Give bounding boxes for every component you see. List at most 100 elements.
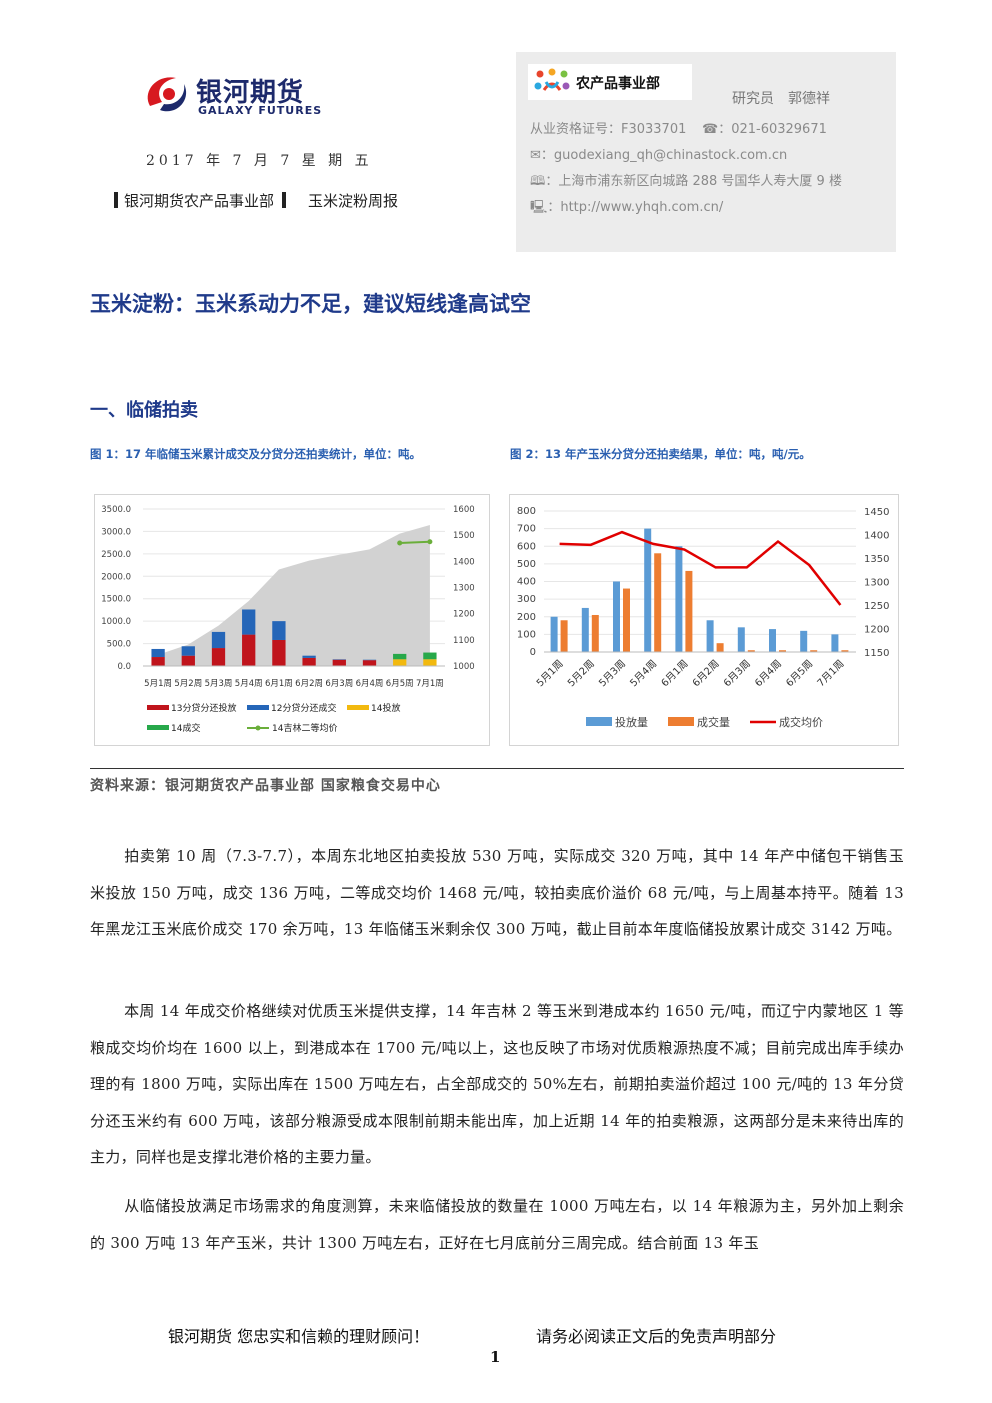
bar-put (769, 629, 776, 652)
y-right-tick-label: 1350 (864, 554, 889, 565)
figure-1-caption: 图 1：17 年临储玉米累计成交及分贷分还拍卖统计，单位：吨。 (90, 447, 422, 461)
license-number: 从业资格证号：F3033701 (530, 122, 687, 137)
bar-put (706, 620, 714, 652)
x-tick-label: 6月4周 (752, 658, 784, 690)
y-right-tick-label: 1300 (864, 578, 889, 589)
bar-deal (810, 650, 818, 652)
bar-put (800, 630, 808, 652)
source-divider (90, 768, 904, 769)
x-tick-label: 5月3周 (596, 658, 628, 690)
y-left-tick-label: 200 (517, 612, 536, 623)
y-left-tick-label: 0.0 (117, 662, 131, 672)
y-left-tick-label: 2000.0 (101, 572, 131, 582)
x-tick-label: 6月1周 (659, 658, 691, 690)
x-tick-label: 5月3周 (205, 679, 233, 689)
legend-label: 14投放 (371, 702, 400, 714)
y-right-tick-label: 1450 (864, 507, 889, 518)
bar-put (675, 546, 683, 652)
x-tick-label: 6月2周 (295, 679, 323, 689)
legend-label: 14成交 (171, 722, 200, 734)
researcher-name: 研究员 郭德祥 (732, 91, 830, 107)
line-point (427, 539, 433, 545)
report-name: 玉米淀粉周报 (308, 192, 399, 210)
y-right-tick-label: 1150 (864, 648, 889, 659)
y-left-tick-label: 500.0 (107, 640, 131, 650)
legend-marker (255, 725, 261, 731)
y-right-tick-label: 1400 (453, 557, 475, 567)
dept-name: 银河期货农产品事业部 (124, 192, 275, 210)
legend-swatch (247, 705, 269, 710)
y-left-tick-label: 700 (517, 524, 536, 535)
bar-deal (779, 650, 786, 652)
report-title: 玉米淀粉：玉米系动力不足，建议短线逢高试空 (90, 292, 531, 316)
x-tick-label: 5月1周 (534, 658, 566, 690)
bar (332, 659, 346, 666)
x-tick-label: 5月1周 (144, 679, 172, 689)
bar (242, 609, 256, 635)
dept-report-line: 银河期货农产品事业部 玉米淀粉周报 (114, 190, 398, 211)
bar (423, 652, 437, 660)
office-address: 🕮：上海市浦东新区向城路 288 号国华人寿大厦 9 楼 (530, 174, 842, 189)
logo-chinese-name: 银河期货 (196, 78, 305, 108)
agri-dept-logo: 农产品事业部 (528, 64, 692, 100)
bar (181, 655, 195, 666)
y-right-tick-label: 1600 (453, 505, 475, 515)
y-left-tick-label: 3000.0 (101, 527, 131, 537)
bar-put (613, 581, 620, 652)
line-point (397, 540, 403, 546)
report-date: 2017 年 7 月 7 星 期 五 (146, 153, 373, 169)
x-tick-label: 6月3周 (325, 679, 353, 689)
paragraph-3: 从临储投放满足市场需求的角度测算，未来临储投放的数量在 1000 万吨左右，以 … (90, 1188, 904, 1261)
bar-deal (623, 588, 630, 652)
legend-label: 成交均价 (779, 715, 823, 729)
galaxy-logo-icon (147, 77, 187, 112)
y-right-tick-label: 1200 (864, 625, 889, 636)
y-left-tick-label: 400 (517, 577, 536, 588)
paragraph-2: 本周 14 年成交价格继续对优质玉米提供支撑，14 年吉林 2 等玉米到港成本约… (90, 993, 904, 1176)
bar-put (831, 634, 839, 652)
x-tick-label: 7月1周 (815, 658, 847, 690)
bar-put (550, 616, 558, 652)
bar (393, 653, 407, 660)
legend-label: 13分贷分还投放 (171, 702, 236, 714)
series-line (399, 540, 430, 545)
bar (423, 659, 437, 666)
y-left-tick-label: 2500.0 (101, 550, 131, 560)
agri-dept-name: 农产品事业部 (576, 76, 660, 92)
contact-panel: 农产品事业部 研究员 郭德祥 从业资格证号：F3033701 ☎：021-603… (516, 52, 896, 252)
bar (393, 659, 407, 666)
legend-label: 成交量 (697, 715, 730, 729)
cumulative-area (158, 525, 430, 666)
bar-deal (685, 570, 693, 652)
x-tick-label: 6月5周 (784, 658, 816, 690)
x-tick-label: 5月4周 (628, 658, 660, 690)
phone-number: ☎：021-60329671 (702, 122, 827, 137)
logo-english-name: GALAXY FUTURES (198, 104, 323, 117)
x-tick-label: 5月2周 (565, 658, 597, 690)
legend-swatch (586, 717, 612, 726)
figure-2-chart: 800 700 600 500 400 300 200 100 0 1450 1400 1350 130… (509, 494, 899, 746)
paragraph-1: 拍卖第 10 周（7.3-7.7），本周东北地区拍卖投放 530 万吨，实际成交… (90, 838, 904, 948)
y-right-tick-label: 1000 (453, 662, 475, 672)
legend-label: 12分贷分还成交 (271, 702, 336, 714)
bar (181, 646, 195, 656)
section-heading: 一、临储拍卖 (90, 400, 198, 421)
legend-label: 投放量 (615, 715, 648, 729)
figure-1-svg: 3500.0 3000.0 2500.0 2000.0 1500.0 1000.0 500.… (101, 505, 475, 734)
data-source: 资料来源：银河期货农产品事业部 国家粮食交易中心 (90, 778, 441, 794)
legend-swatch (147, 705, 169, 710)
y-left-tick-label: 1500.0 (101, 595, 131, 605)
bar-put (644, 528, 652, 652)
legend-label: 14吉林二等均价 (272, 722, 337, 734)
bar (211, 631, 226, 649)
legend-swatch (347, 705, 369, 710)
x-tick-label: 5月2周 (174, 679, 202, 689)
figure-1-chart: 3500.0 3000.0 2500.0 2000.0 1500.0 1000.0 500.… (94, 494, 490, 746)
divider-bar (114, 192, 118, 208)
y-right-tick-label: 1200 (453, 610, 475, 620)
colorful-people-icon (534, 68, 570, 91)
bar-put (737, 627, 745, 652)
figure-2-caption: 图 2：13 年产玉米分贷分还拍卖结果，单位：吨，吨/元。 (510, 447, 811, 461)
x-tick-label: 6月4周 (356, 679, 384, 689)
bar-deal (560, 620, 568, 652)
